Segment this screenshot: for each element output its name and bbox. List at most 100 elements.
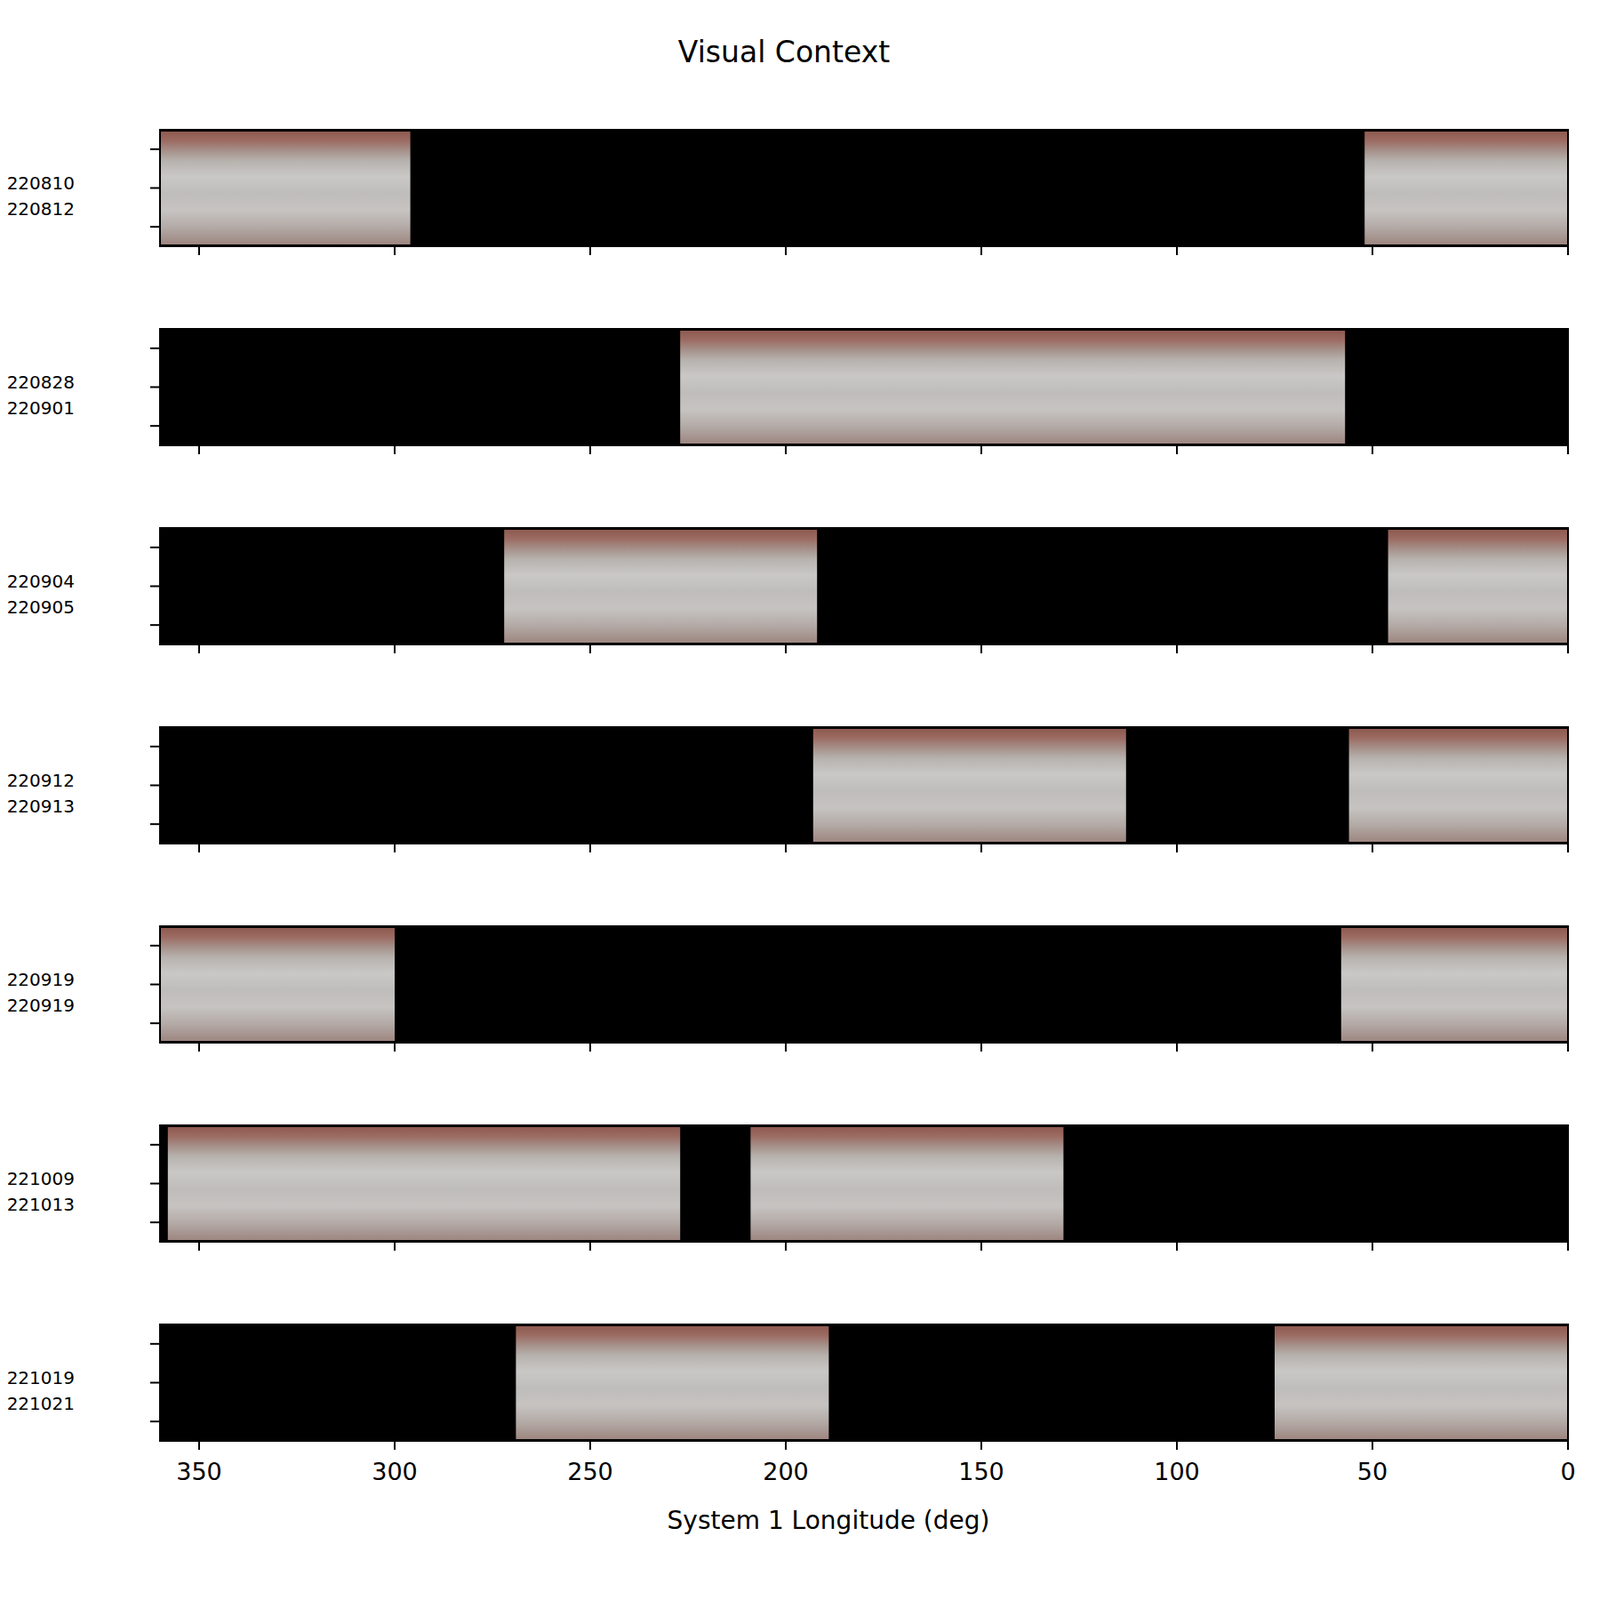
x-tick — [1176, 1241, 1178, 1251]
x-tick-label: 250 — [567, 1457, 614, 1486]
x-tick — [1176, 1440, 1178, 1450]
segments — [504, 529, 1568, 643]
plot-background — [160, 1324, 1568, 1441]
date-label: 220828 — [7, 371, 75, 393]
x-tick — [589, 644, 592, 654]
coverage-strip — [1364, 131, 1568, 245]
y-tick — [150, 386, 160, 389]
date-label: 221021 — [7, 1392, 75, 1415]
panel: 350300250200150100500221019221021 — [7, 1324, 1576, 1486]
x-tick — [1567, 644, 1569, 654]
y-tick — [150, 745, 160, 748]
panel: 220904 220905 — [7, 528, 1568, 654]
coverage-strip — [160, 131, 411, 245]
x-tick — [980, 843, 983, 853]
x-tick — [1567, 246, 1569, 256]
x-tick-label: 50 — [1357, 1457, 1388, 1486]
panel: 220912220913 — [7, 727, 1568, 853]
plot-background — [160, 328, 1568, 446]
date-label: 220810 — [7, 172, 75, 194]
segments — [515, 1326, 1568, 1440]
x-tick — [1371, 1042, 1374, 1052]
date-label: 220904 — [7, 570, 75, 592]
y-tick — [150, 984, 160, 986]
date-label: 221013 — [7, 1193, 75, 1216]
x-tick — [980, 1440, 983, 1450]
x-tick — [393, 246, 396, 256]
x-tick — [393, 644, 396, 654]
x-tick — [198, 445, 200, 455]
x-tick — [393, 445, 396, 455]
x-tick — [1176, 445, 1178, 455]
coverage-strip — [1388, 529, 1568, 643]
date-label: 220901 — [7, 397, 75, 419]
y-tick — [150, 1382, 160, 1384]
frame — [160, 328, 1568, 446]
date-label: 220919 — [7, 968, 75, 991]
y-tick — [150, 823, 160, 825]
frame — [160, 1125, 1568, 1242]
x-tick — [589, 843, 592, 853]
coverage-strip — [515, 1326, 829, 1440]
x-tick — [1371, 843, 1374, 853]
frame — [160, 727, 1568, 844]
coverage-strip — [504, 529, 817, 643]
date-label: 220905 — [7, 596, 75, 618]
panel: 220828 220901 — [7, 328, 1568, 455]
y-tick — [150, 1022, 160, 1024]
y-tick — [150, 1343, 160, 1345]
x-tick — [784, 1241, 787, 1251]
y-tick — [150, 1420, 160, 1423]
x-tick — [784, 1440, 787, 1450]
x-tick — [393, 1042, 396, 1052]
frame — [160, 926, 1568, 1043]
y-tick — [150, 225, 160, 228]
x-tick — [784, 246, 787, 256]
x-tick-label: 100 — [1153, 1457, 1200, 1486]
chart-root: Visual Context22081022081222082822090122… — [0, 0, 1600, 1600]
x-tick — [198, 644, 200, 654]
x-tick — [980, 246, 983, 256]
panel: 221009221013 — [7, 1125, 1568, 1251]
coverage-strip — [750, 1127, 1064, 1240]
x-tick — [589, 1241, 592, 1251]
plot-background — [160, 1125, 1568, 1242]
x-tick-label: 150 — [958, 1457, 1005, 1486]
title: Visual Context — [678, 34, 890, 70]
x-tick — [1567, 1241, 1569, 1251]
date-label: 220913 — [7, 795, 75, 817]
y-tick — [150, 624, 160, 626]
y-tick — [150, 424, 160, 427]
coverage-strip — [813, 728, 1127, 842]
date-label: 220919 — [7, 994, 75, 1016]
x-tick — [1371, 246, 1374, 256]
plot-background — [160, 926, 1568, 1043]
x-tick-label: 200 — [762, 1457, 809, 1486]
chart: Visual Context22081022081222082822090122… — [0, 0, 1600, 1600]
segments — [813, 728, 1568, 842]
plot-background — [160, 528, 1568, 645]
y-tick — [150, 187, 160, 190]
x-tick — [784, 644, 787, 654]
x-axis-label: System 1 Longitude (deg) — [667, 1505, 991, 1536]
x-tick — [1371, 1440, 1374, 1450]
x-tick — [784, 1042, 787, 1052]
y-tick — [150, 148, 160, 151]
x-tick — [784, 445, 787, 455]
x-tick-label: 350 — [176, 1457, 223, 1486]
date-label: 221019 — [7, 1367, 75, 1389]
x-tick — [393, 1440, 396, 1450]
segments — [160, 131, 1568, 245]
coverage-strip — [680, 330, 1345, 444]
frame — [160, 1324, 1568, 1441]
y-tick — [150, 1144, 160, 1146]
x-tick — [1371, 445, 1374, 455]
frame — [160, 129, 1568, 247]
x-tick — [1371, 1241, 1374, 1251]
x-tick — [1567, 843, 1569, 853]
coverage-strip — [1349, 728, 1568, 842]
x-tick — [784, 843, 787, 853]
x-tick — [393, 1241, 396, 1251]
date-label: 220812 — [7, 198, 75, 220]
x-tick — [980, 445, 983, 455]
